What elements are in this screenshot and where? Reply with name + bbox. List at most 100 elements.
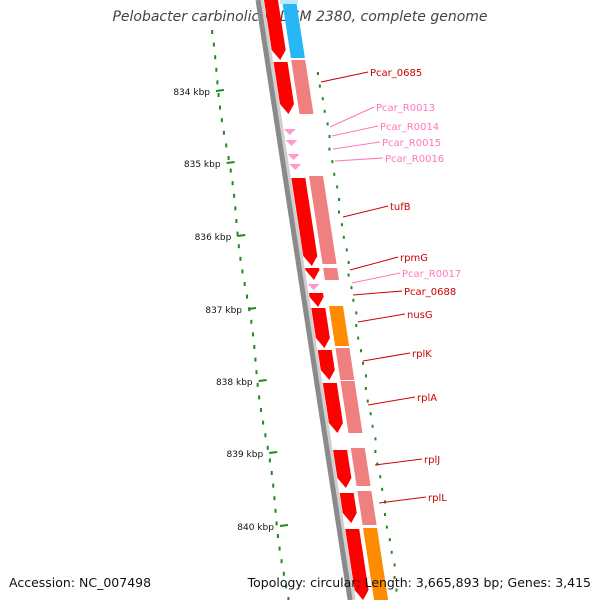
gc-dot [276, 534, 279, 538]
gc-dot [259, 408, 262, 412]
gc-dot-right [326, 122, 329, 126]
gc-dot-right [395, 588, 398, 592]
gc-dot-right [374, 450, 377, 453]
gc-dot-right [323, 109, 326, 113]
gc-dot-right [342, 235, 345, 239]
gc-dot-right [316, 72, 319, 75]
gene-arrow-9 [339, 493, 357, 523]
gc-dot [220, 118, 223, 123]
rna-chevron-3 [289, 164, 302, 170]
gc-dot [250, 319, 253, 324]
gc-dot [275, 521, 278, 526]
feature-label-tufb: tufB [390, 202, 411, 213]
gc-dot [241, 269, 244, 274]
gene-arrow-4 [308, 293, 324, 307]
tick-mark [247, 307, 257, 310]
gc-dot [222, 130, 225, 135]
gc-dot [266, 445, 269, 450]
gene-arrow-1 [273, 62, 294, 114]
gene-arrow-7 [322, 383, 343, 433]
gc-dot-right [328, 135, 331, 138]
gc-dot-right [383, 513, 386, 516]
gc-dot-right [385, 525, 388, 529]
gc-dot-right [338, 210, 341, 214]
gc-dot [235, 219, 238, 223]
gc-dot-right [388, 538, 391, 542]
cds-block-9 [363, 528, 389, 600]
gc-dot [285, 584, 288, 589]
cds-block-3 [323, 268, 339, 280]
gc-dot [254, 357, 257, 362]
gc-dot [217, 93, 220, 97]
cds-block-7 [350, 448, 371, 486]
gc-dot-right [366, 399, 369, 403]
tick-mark [269, 451, 278, 454]
gc-dot-right [338, 198, 341, 201]
gc-dot-right [350, 286, 353, 290]
feature-label-pcar_0688: Pcar_0688 [404, 287, 456, 298]
gc-dot-right [374, 437, 377, 441]
leader-line [332, 141, 381, 150]
feature-label-nusg: nusG [407, 310, 433, 321]
gc-dot [236, 231, 239, 236]
gc-dot [239, 256, 242, 261]
leader-line [374, 458, 423, 466]
feature-label-rpmg: rpmG [400, 253, 428, 264]
gc-dot-right [393, 563, 396, 567]
gc-dot [253, 345, 256, 349]
gc-dot-right [352, 298, 355, 302]
feature-label-pcar_r0017: Pcar_R0017 [402, 269, 461, 280]
gene-arrow-3 [305, 268, 320, 280]
leader-line [357, 313, 406, 323]
gc-dot-right [361, 361, 364, 365]
gc-dot [231, 181, 234, 186]
cds-block-0 [282, 0, 305, 58]
leader-line [342, 205, 389, 218]
tick-label: 835 kbp [184, 160, 221, 170]
gene-arrow-0 [264, 0, 286, 60]
gene-arrow-10 [345, 529, 369, 600]
gc-dot [268, 458, 271, 463]
tick-label: 840 kbp [237, 523, 274, 533]
kbp-ticks: 834 kbp 835 kbp 836 kbp 837 kbp 838 kbp 839 k… [173, 88, 289, 533]
rna-chevron-2 [287, 154, 300, 160]
gc-dot [229, 168, 232, 173]
gc-dot [287, 597, 290, 600]
gc-dot-right [321, 97, 324, 101]
gene-arrow-2 [291, 178, 318, 266]
tick-label: 836 kbp [195, 233, 232, 243]
feature-label-pcar_r0015: Pcar_R0015 [382, 138, 441, 149]
cds-block-4 [328, 306, 350, 346]
gc-dot-right [328, 147, 331, 151]
rna-chevron-4 [307, 284, 320, 290]
gene-arrow-6 [317, 350, 335, 380]
gc-dot-right [331, 160, 334, 164]
gc-dot [278, 546, 281, 551]
leader-line [329, 106, 375, 128]
feature-label-rplj: rplJ [424, 455, 440, 466]
leader-line [331, 125, 379, 137]
gc-dot [237, 244, 240, 249]
rna-chevron-0 [283, 129, 296, 135]
gc-dot-right [360, 349, 363, 353]
leader-line [349, 256, 399, 271]
gc-dot [227, 156, 230, 160]
gc-dot [270, 471, 273, 475]
feature-label-pcar_r0016: Pcar_R0016 [385, 154, 444, 165]
gc-dot [273, 496, 276, 501]
feature-label-rplk: rplK [412, 349, 432, 360]
backbone-line [255, 0, 353, 600]
gc-dot [251, 332, 254, 337]
gc-dot-right [357, 336, 360, 340]
leader-line [352, 290, 403, 296]
backbone [255, 0, 356, 600]
gc-dot [256, 382, 259, 387]
tick-mark [258, 379, 267, 382]
gene-arrow-5 [311, 308, 330, 348]
gc-dot-right [364, 374, 367, 378]
gc-dot [216, 80, 219, 85]
gc-dot-right [364, 387, 367, 390]
gc-dot [264, 433, 267, 438]
feature-label-pcar_r0013: Pcar_R0013 [376, 103, 435, 114]
